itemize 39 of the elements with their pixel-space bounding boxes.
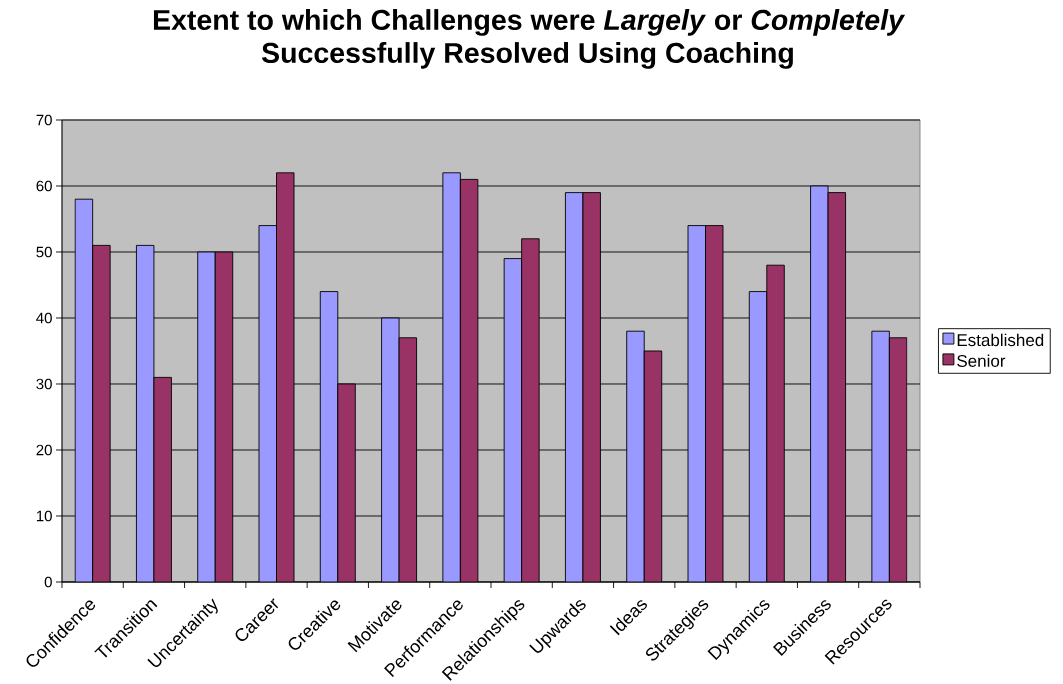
bar <box>258 225 277 582</box>
y-tick-label: 20 <box>36 444 52 456</box>
bar <box>381 317 400 582</box>
bar <box>276 172 295 582</box>
bar <box>135 244 155 582</box>
bar <box>442 172 461 582</box>
bar <box>92 244 111 582</box>
y-tick-label: 10 <box>36 510 52 522</box>
bar <box>564 192 584 582</box>
bar <box>503 258 523 582</box>
y-tick-label: 50 <box>36 246 52 258</box>
bar <box>810 185 829 582</box>
bar <box>521 238 540 582</box>
legend-label: Senior <box>957 354 1006 367</box>
legend-label: Established <box>957 333 1044 347</box>
bar <box>459 178 479 582</box>
bar <box>319 291 339 582</box>
bar <box>871 330 890 582</box>
bar <box>214 251 234 582</box>
bar <box>748 291 768 582</box>
y-tick-label: 30 <box>36 378 52 390</box>
bar <box>705 225 724 582</box>
bar <box>643 350 663 582</box>
chart-title: Extent to which Challenges were Largely or Completely Successfully Resolved Using Coaching <box>153 9 906 69</box>
y-tick-label: 40 <box>36 312 52 324</box>
bar <box>766 264 785 582</box>
bar <box>827 192 847 582</box>
bar <box>153 376 172 582</box>
y-tick-label: 0 <box>44 576 52 588</box>
bar <box>888 337 908 582</box>
y-tick-label: 60 <box>36 180 52 192</box>
bar <box>626 330 645 582</box>
bar <box>197 251 216 582</box>
y-tick-label: 70 <box>36 114 52 126</box>
bar <box>398 337 418 582</box>
bar <box>337 383 356 582</box>
bar <box>74 198 94 582</box>
bar <box>582 192 601 582</box>
bar <box>687 225 706 582</box>
